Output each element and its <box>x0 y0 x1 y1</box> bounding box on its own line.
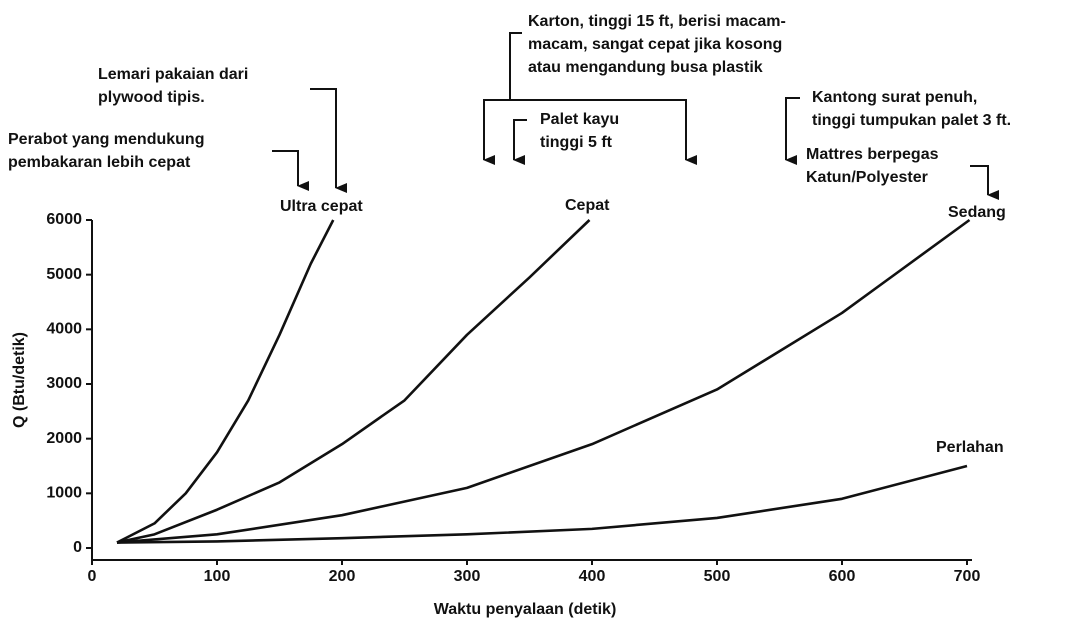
annotation: Palet kayu <box>540 111 619 128</box>
annotation: tinggi tumpukan palet 3 ft. <box>812 112 1011 129</box>
series-label: Cepat <box>565 197 610 214</box>
arrow <box>483 99 697 165</box>
annotation: Katun/Polyester <box>806 169 928 186</box>
annotation: Karton, tinggi 15 ft, berisi macam- <box>528 13 786 30</box>
arrow <box>513 119 527 165</box>
x-tick-label: 400 <box>579 568 606 585</box>
series-line <box>116 219 335 544</box>
arrow <box>310 88 347 193</box>
annotation: macam, sangat cepat jika kosong <box>528 36 782 53</box>
arrow <box>509 32 522 100</box>
series-label: Sedang <box>948 204 1006 221</box>
annotation: Kantong surat penuh, <box>812 89 977 106</box>
y-axis-label: Q (Btu/detik) <box>11 332 28 428</box>
x-tick-label: 600 <box>829 568 856 585</box>
y-tick-label: 5000 <box>46 266 82 283</box>
series-line <box>116 464 968 544</box>
series-label: Ultra cepat <box>280 198 363 215</box>
series-line <box>116 219 591 544</box>
x-axis-label: Waktu penyalaan (detik) <box>434 601 617 618</box>
annotation: tinggi 5 ft <box>540 134 613 151</box>
arrow <box>272 150 309 191</box>
annotation: Perabot yang mendukung <box>8 131 204 148</box>
y-tick-label: 4000 <box>46 321 82 338</box>
x-tick-label: 200 <box>329 568 356 585</box>
annotation: plywood tipis. <box>98 89 205 106</box>
y-tick-label: 2000 <box>46 430 82 447</box>
annotation: pembakaran lebih cepat <box>8 154 191 171</box>
y-tick-label: 3000 <box>46 375 82 392</box>
x-tick-label: 300 <box>454 568 481 585</box>
x-tick-label: 0 <box>88 568 97 585</box>
y-tick-label: 0 <box>73 539 82 556</box>
annotation: atau mengandung busa plastik <box>528 59 763 76</box>
y-tick-label: 1000 <box>46 485 82 502</box>
arrow <box>785 97 800 165</box>
annotation-arrows <box>272 32 999 200</box>
arrow <box>970 165 999 200</box>
series-label: Perlahan <box>936 439 1004 456</box>
x-tick-label: 700 <box>954 568 981 585</box>
annotation: Lemari pakaian dari <box>98 66 248 83</box>
x-tick-label: 500 <box>704 568 731 585</box>
annotation: Mattres berpegas <box>806 146 939 163</box>
y-tick-label: 6000 <box>46 211 82 228</box>
x-tick-label: 100 <box>204 568 231 585</box>
series-line <box>116 218 971 544</box>
